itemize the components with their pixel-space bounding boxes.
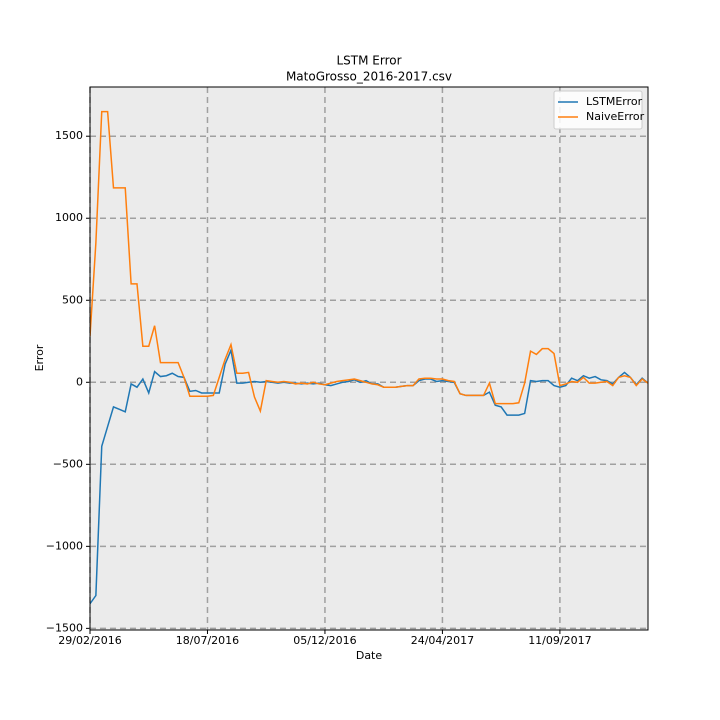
- plot-area: [90, 87, 648, 630]
- y-tick-label: −1500: [46, 621, 83, 634]
- line-series: [90, 110, 648, 414]
- chart-subtitle: MatoGrosso_2016-2017.csv: [286, 70, 452, 84]
- legend-box: [553, 90, 643, 130]
- x-tick-label: 05/12/2016: [293, 634, 356, 647]
- chart-title: LSTM Error: [336, 54, 401, 68]
- plot-frame: [89, 86, 649, 631]
- y-tick-label: 500: [62, 293, 83, 306]
- line-series: [90, 347, 648, 605]
- x-axis-label: Date: [356, 649, 383, 662]
- legend-label: NaiveError: [586, 110, 645, 123]
- y-axis-label: Error: [33, 344, 46, 371]
- x-tick-label: 24/04/2017: [411, 634, 474, 647]
- y-tick-label: 1000: [55, 211, 83, 224]
- x-tick-label: 11/09/2017: [528, 634, 591, 647]
- y-tick-label: −500: [53, 457, 83, 470]
- y-tick-label: 1500: [55, 129, 83, 142]
- y-tick-label: 0: [76, 375, 83, 388]
- y-tick-label: −1000: [46, 539, 83, 552]
- legend-label: LSTMError: [586, 95, 643, 108]
- x-tick-label: 29/02/2016: [58, 634, 121, 647]
- x-tick-label: 18/07/2016: [176, 634, 239, 647]
